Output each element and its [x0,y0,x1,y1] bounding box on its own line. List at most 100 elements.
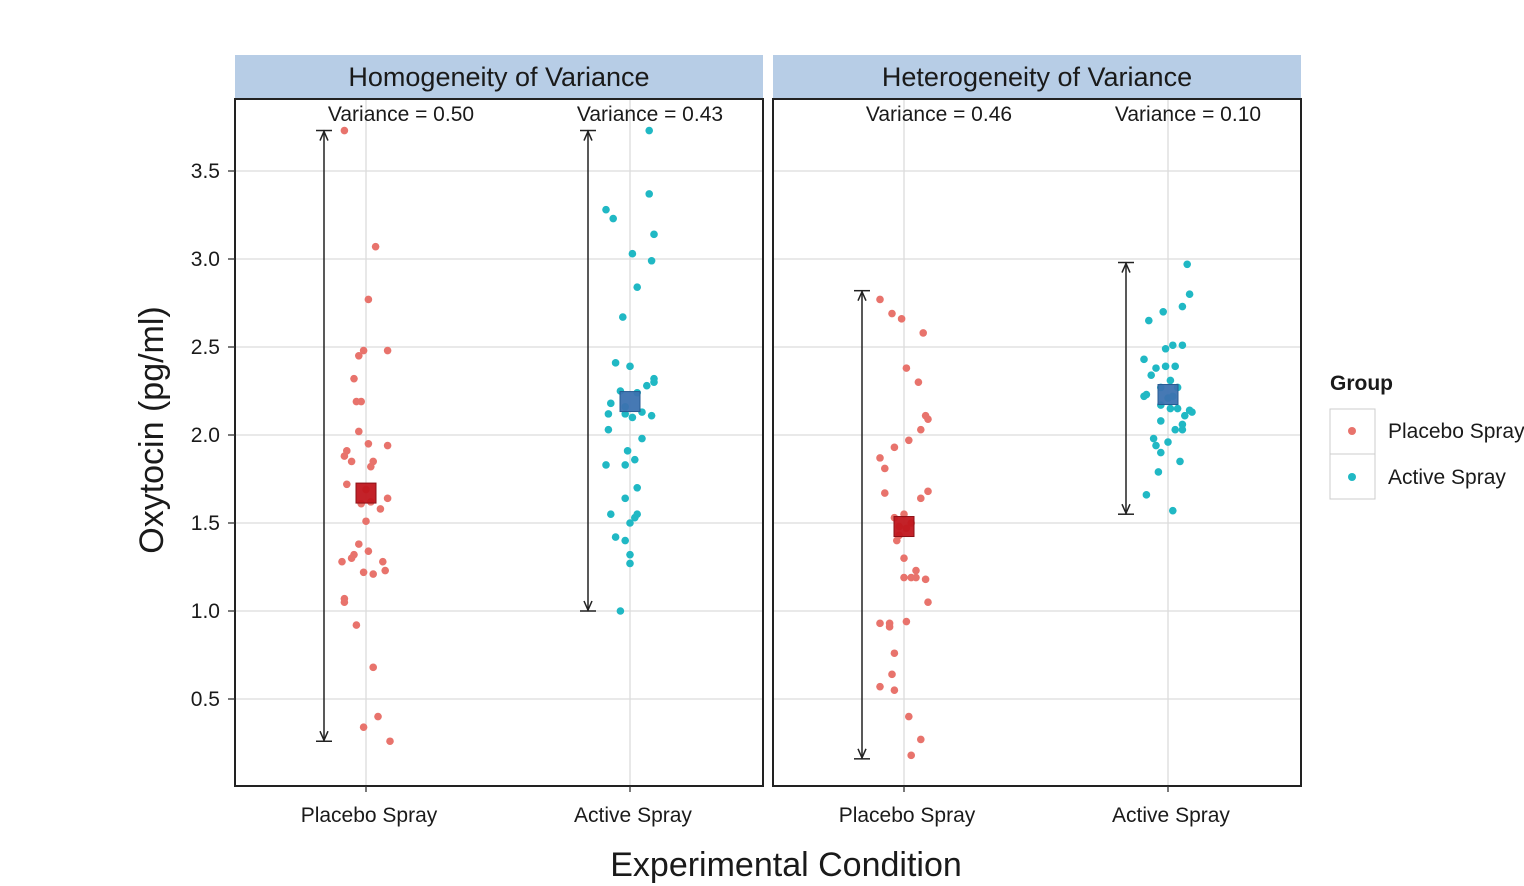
data-point [602,205,610,214]
data-point [604,425,613,434]
data-point [602,461,610,469]
data-point [905,712,913,721]
data-point [633,510,641,518]
mean-marker [1157,384,1179,406]
x-tick-label: Placebo Spray [301,804,438,827]
variance-label: Variance = 0.43 [577,103,723,126]
data-point [628,413,637,422]
data-point [386,737,394,746]
data-point [1169,341,1177,350]
y-tick-label: 2.0 [191,424,220,447]
y-tick-label: 1.0 [191,600,220,623]
data-point [921,575,930,584]
data-point [343,480,351,489]
data-point [900,554,908,562]
data-point [888,670,896,679]
data-point [893,536,901,545]
data-point [1169,506,1177,515]
data-point [611,359,620,367]
range-arrow-bottom [583,600,593,612]
data-point [611,533,620,541]
data-point [350,374,358,383]
data-point [1178,425,1187,434]
data-point [876,454,884,462]
data-point [924,598,932,606]
data-point [1173,404,1182,413]
data-point [1157,417,1165,425]
data-point [607,399,615,408]
legend-key-active-spray [1348,473,1356,481]
panels-layer: Homogeneity of Variance Variance = 0.50 Pl… [234,55,1302,827]
range-arrow-top [1121,261,1131,273]
data-point [355,540,363,548]
data-point [352,621,361,629]
data-point [643,381,651,390]
data-point [364,547,373,555]
data-point [1161,344,1170,353]
range-arrow-bottom [1121,503,1131,516]
data-point [1140,355,1148,364]
data-point [645,126,653,135]
data-point [890,443,899,452]
data-point [1161,362,1170,371]
y-tick-label: 0.5 [191,688,220,711]
data-point [355,352,363,360]
strip-title-1: Homogeneity of Variance [348,62,649,92]
data-point [1159,308,1167,316]
data-point [357,397,366,406]
data-point [890,686,899,694]
data-point [340,598,349,606]
variance-label: Variance = 0.50 [328,103,474,126]
strip-background-2 [773,55,1301,99]
mean-marker [619,391,641,413]
data-point [1178,302,1187,311]
mean-marker [355,482,377,504]
data-point [628,249,637,258]
data-point [881,489,889,497]
data-point [347,554,356,562]
data-point [650,230,658,239]
data-point [924,415,932,423]
data-point [917,425,925,434]
data-point [1147,371,1155,379]
data-point [355,427,363,436]
data-point [383,346,392,355]
y-tick-label: 3.0 [191,248,220,271]
data-point [626,362,634,371]
panel-border-2 [772,98,1302,787]
range-arrow-top [583,129,593,141]
panel-1: Homogeneity of Variance Variance = 0.50 Pl… [234,55,764,827]
data-point [1188,408,1196,416]
legend-label-active-spray: Active Spray [1388,466,1506,489]
data-point [1152,441,1160,450]
data-point [897,315,906,323]
variance-label: Variance = 0.10 [1115,103,1261,126]
legend-label-placebo-spray: Placebo Spray [1388,420,1524,443]
data-point [383,441,392,450]
data-point [647,411,656,420]
data-point [1178,420,1187,429]
data-point [638,434,646,443]
data-point [364,440,373,448]
data-point [1171,425,1179,434]
legend-title: Group [1330,372,1393,395]
data-point [621,461,629,469]
data-point [1171,362,1179,371]
data-point [367,462,375,471]
data-point [383,494,392,503]
data-point [885,619,894,628]
data-point [359,346,368,355]
data-point [1149,434,1158,443]
data-point [902,617,911,626]
data-point [907,751,915,760]
data-point [619,313,627,321]
strip-background-1 [235,55,763,99]
data-point [1176,457,1184,466]
data-point [645,190,653,198]
data-point [621,536,629,545]
data-point [374,712,382,721]
data-point [905,436,913,445]
data-point [1181,411,1189,420]
data-point [338,557,346,566]
data-point [1166,376,1175,385]
